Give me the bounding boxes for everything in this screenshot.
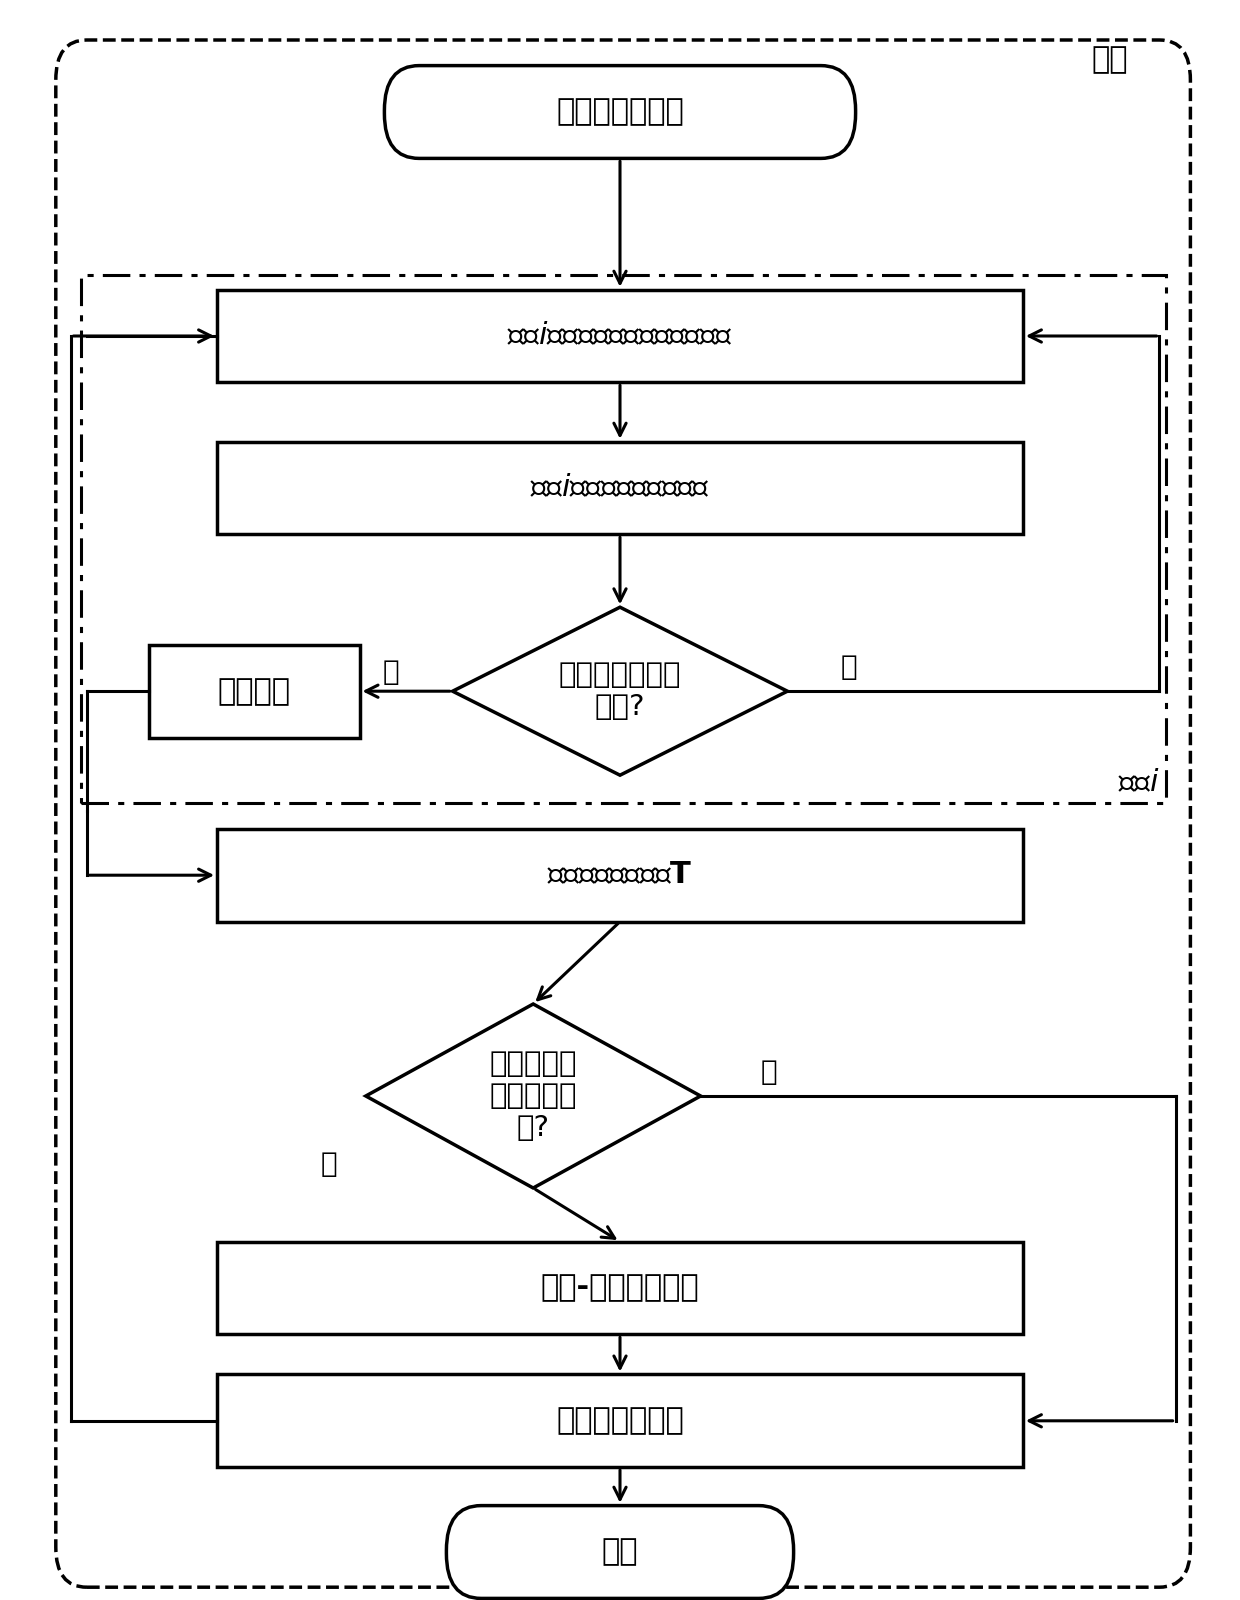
Bar (217, 1242, 1023, 1334)
Bar (217, 442, 1023, 534)
Text: 结束: 结束 (601, 1538, 639, 1566)
FancyBboxPatch shape (56, 40, 1190, 1587)
Bar (149, 645, 360, 738)
Text: 是否完成数据包
接收?: 是否完成数据包 接收? (559, 661, 681, 722)
Text: 最大-最小网络编码: 最大-最小网络编码 (541, 1274, 699, 1302)
Text: 是: 是 (382, 658, 399, 686)
FancyBboxPatch shape (384, 66, 856, 158)
Text: 用户$i$发送反馈信号给基站: 用户$i$发送反馈信号给基站 (531, 474, 709, 502)
Bar (217, 290, 1023, 382)
Text: 保持静默: 保持静默 (218, 677, 290, 706)
Text: 所有用户正
确接收数据
包?: 所有用户正 确接收数据 包? (490, 1050, 577, 1142)
Text: 是: 是 (760, 1058, 777, 1086)
Bar (217, 829, 1023, 922)
Text: 基站广播数据包: 基站广播数据包 (556, 98, 684, 126)
Text: 用户$i$对接收到的数据包进行译码: 用户$i$对接收到的数据包进行译码 (507, 322, 733, 350)
Polygon shape (453, 608, 787, 776)
Text: 基站构成反馈矩阵$\mathbf{T}$: 基站构成反馈矩阵$\mathbf{T}$ (547, 861, 693, 890)
Text: 基站: 基站 (1091, 45, 1127, 74)
Text: 否: 否 (320, 1150, 337, 1178)
Text: 基站重传数据包: 基站重传数据包 (556, 1406, 684, 1435)
FancyBboxPatch shape (446, 1506, 794, 1598)
Text: 否: 否 (841, 653, 858, 682)
Bar (217, 1374, 1023, 1467)
Text: 用户$i$: 用户$i$ (1118, 768, 1159, 797)
Polygon shape (366, 1005, 701, 1187)
